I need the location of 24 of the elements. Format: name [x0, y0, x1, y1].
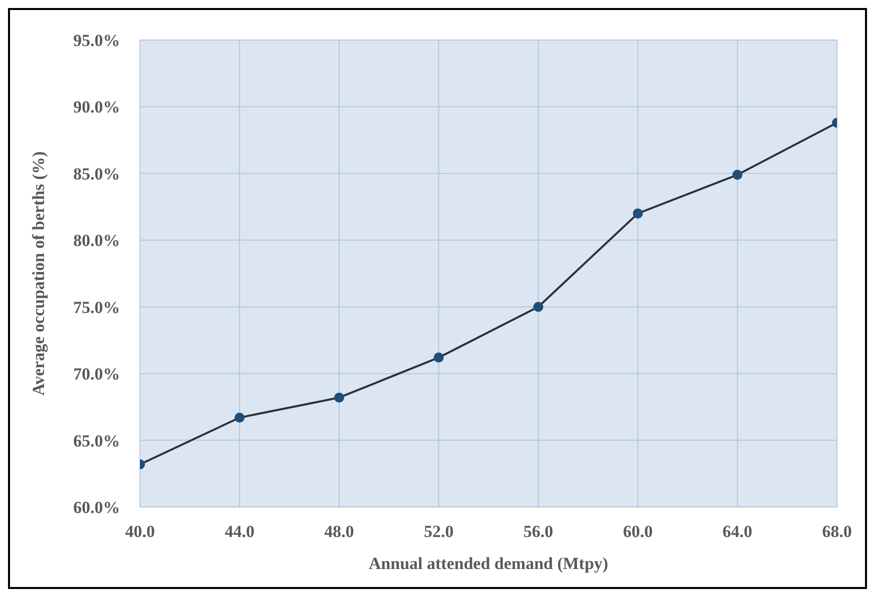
y-tick-label: 60.0% — [73, 498, 120, 518]
y-tick-label: 75.0% — [73, 298, 120, 317]
y-tick-label: 70.0% — [73, 364, 120, 384]
point — [434, 352, 444, 363]
x-axis-title: Annual attended demand (Mtpy) — [368, 554, 608, 573]
point — [533, 302, 544, 312]
x-tick-label: 40.0 — [125, 522, 155, 542]
y-tick-label: 95.0% — [73, 31, 120, 50]
point — [334, 392, 344, 403]
point — [632, 208, 643, 218]
point — [234, 412, 245, 423]
point — [732, 170, 742, 180]
y-tick-label: 80.0% — [73, 231, 120, 250]
x-tick-label: 44.0 — [224, 522, 254, 542]
y-tick-label: 65.0% — [73, 431, 120, 450]
y-axis-title: Average occupation of berths (%) — [29, 151, 48, 396]
x-tick-label: 48.0 — [324, 522, 354, 542]
y-tick-label: 85.0% — [73, 164, 120, 184]
x-tick-label: 60.0 — [622, 522, 653, 542]
x-tick-label: 56.0 — [523, 522, 554, 542]
x-tick-label: 68.0 — [822, 522, 852, 542]
x-tick-label: 52.0 — [424, 522, 454, 542]
y-tick-label: 90.0% — [73, 98, 120, 117]
x-tick-label: 64.0 — [722, 522, 752, 542]
